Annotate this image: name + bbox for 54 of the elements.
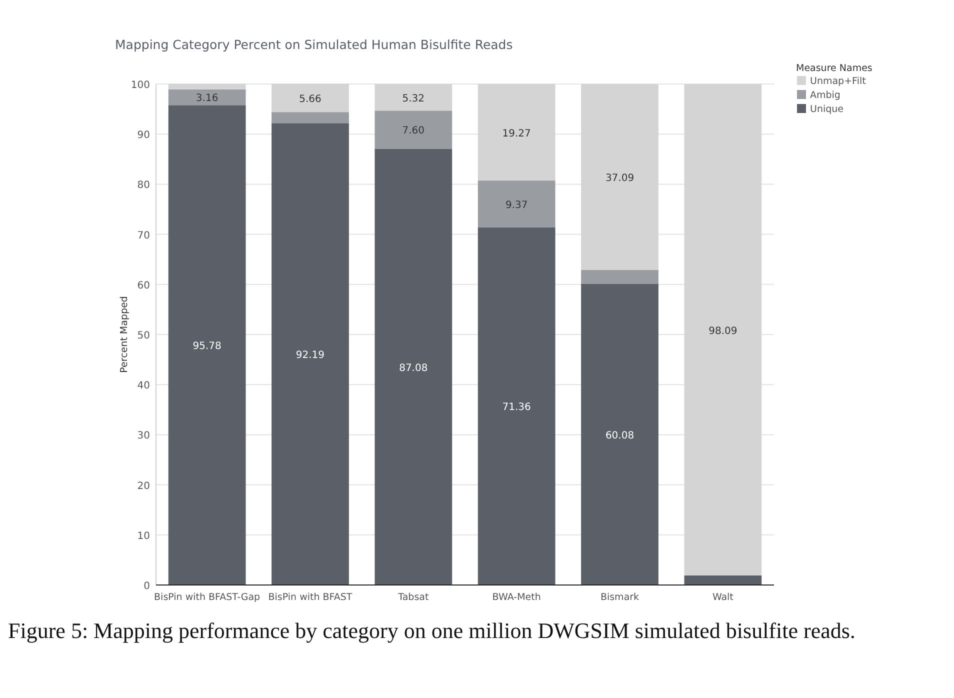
y-tick-label: 70: [137, 230, 150, 242]
y-tick-label: 60: [137, 280, 150, 292]
bar: [374, 84, 452, 111]
bar: [272, 84, 349, 112]
data-label: 9.37: [505, 200, 528, 212]
bar: [478, 180, 556, 228]
y-tick-label: 10: [137, 530, 150, 542]
legend-title: Measure Names: [796, 63, 872, 74]
bar: [684, 575, 762, 585]
bar: [168, 89, 246, 106]
caption: Figure 5: Mapping performance by category on one million DWGSIM simulated bisulfite reads.: [8, 617, 856, 645]
bar: [684, 84, 762, 576]
y-tick-label: 100: [130, 80, 150, 91]
x-tick-label: BisPin with BFAST-Gap: [154, 592, 260, 603]
legend-label: Unique: [810, 104, 844, 115]
bar: [581, 84, 658, 270]
y-tick-label: 30: [137, 430, 150, 442]
x-tick-label: BisPin with BFAST: [268, 592, 352, 603]
y-axis-title: Percent Mapped: [119, 296, 130, 373]
y-tick-label: 80: [137, 180, 150, 192]
data-label: 37.09: [605, 173, 634, 184]
data-label: 92.19: [296, 350, 325, 362]
y-tick-label: 50: [137, 330, 150, 342]
chart-title: Mapping Category Percent on Simulated Human Bisulfite Reads: [115, 37, 513, 52]
data-label: 5.32: [402, 93, 425, 104]
bar: [168, 84, 246, 90]
data-label: 5.66: [299, 94, 322, 105]
data-label: 19.27: [502, 128, 531, 140]
bar: [374, 148, 452, 585]
legend-label: Unmap+Filt: [810, 76, 866, 87]
bar: [168, 105, 246, 585]
bar: [478, 227, 556, 585]
data-label: 98.09: [708, 326, 738, 337]
x-tick-label: BWA-Meth: [492, 592, 541, 603]
legend-label: Ambig: [810, 90, 840, 101]
x-tick-label: Walt: [712, 592, 734, 603]
x-tick-label: Bismark: [600, 592, 640, 603]
bar: [272, 123, 349, 585]
bar: [374, 110, 452, 149]
bar: [272, 112, 349, 124]
data-label: 7.60: [402, 126, 425, 137]
data-label: 71.36: [502, 402, 531, 414]
y-tick-label: 40: [137, 380, 150, 392]
data-label: 3.16: [196, 93, 218, 104]
data-label: 87.08: [399, 362, 428, 374]
y-tick-label: 0: [144, 581, 150, 592]
data-label: 60.08: [605, 430, 634, 442]
y-tick-label: 20: [137, 480, 150, 492]
x-tick-label: Tabsat: [397, 592, 429, 603]
bar: [581, 284, 658, 585]
y-tick-label: 90: [137, 130, 150, 142]
bar: [581, 270, 658, 284]
bar: [478, 84, 556, 181]
data-label: 95.78: [192, 341, 222, 352]
